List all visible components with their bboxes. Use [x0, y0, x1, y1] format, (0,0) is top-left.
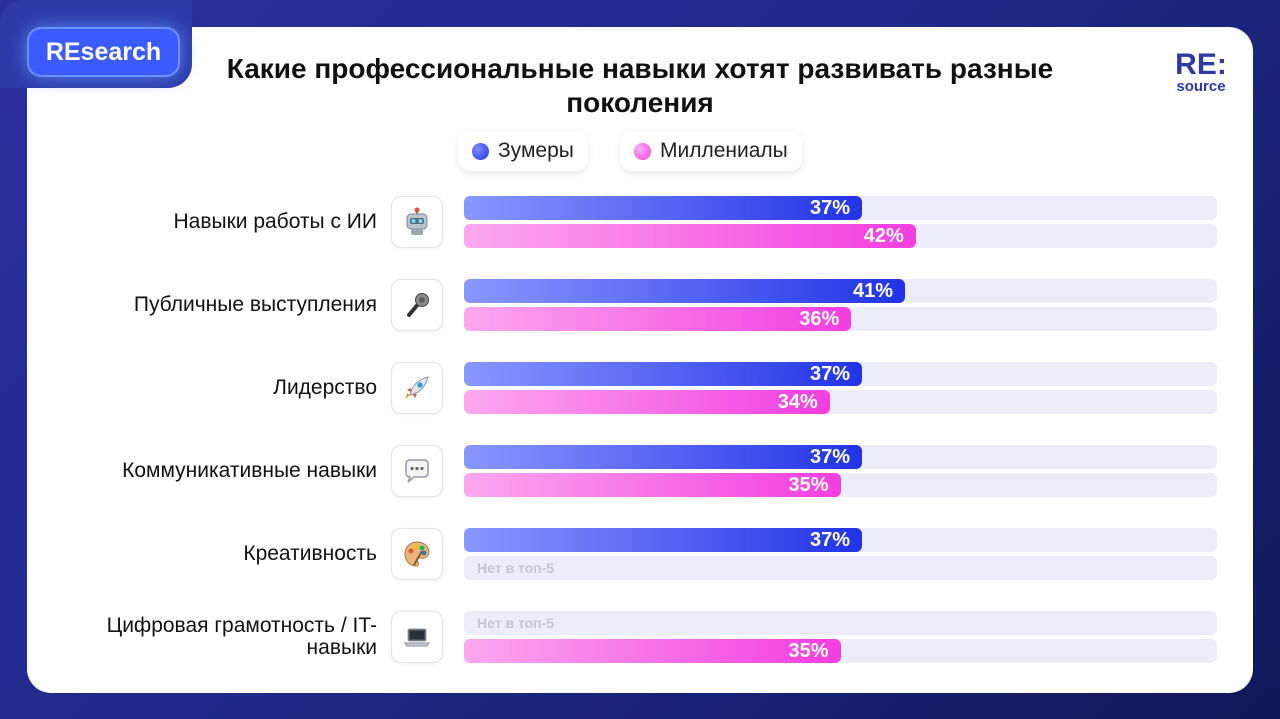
category-label: Публичные выступления: [133, 293, 377, 316]
category-icon-box: [391, 279, 443, 331]
bar-value-label: 36%: [799, 307, 840, 330]
bar-millennials: 36%: [464, 307, 852, 331]
legend-item-millennials: Миллениалы: [620, 131, 802, 171]
palette-icon: [402, 539, 432, 569]
bar-value-label: 37%: [809, 362, 850, 385]
category-icon-box: [391, 196, 443, 248]
robot-icon: [402, 207, 432, 237]
speech-bubble-icon: [402, 456, 432, 486]
bar-track: [464, 611, 1217, 635]
bar-zoomers: 41%: [464, 279, 906, 303]
bar-value-label: 41%: [853, 279, 894, 302]
microphone-icon: [402, 290, 432, 320]
bar-millennials: 42%: [464, 224, 916, 248]
bar-millennials: 35%: [464, 639, 841, 663]
not-in-top5-label: Нет в топ-5: [477, 615, 555, 631]
bar-value-label: 35%: [788, 473, 829, 496]
legend-label-millennials: Миллениалы: [660, 139, 788, 162]
not-in-top5-label: Нет в топ-5: [477, 560, 555, 576]
bar-zoomers: 37%: [464, 528, 862, 552]
legend-dot-millennials: [634, 142, 651, 160]
bar-value-label: 37%: [809, 528, 850, 551]
legend-label-zoomers: Зумеры: [498, 139, 574, 162]
chart-card: [27, 27, 1253, 693]
category-icon-box: [391, 528, 443, 580]
bar-track: [464, 556, 1217, 580]
logo-bottom: source: [1176, 78, 1226, 95]
bar-value-label: 35%: [788, 639, 829, 662]
bar-millennials: 35%: [464, 473, 841, 497]
bar-value-label: 37%: [809, 445, 850, 468]
category-label: Креативность: [243, 542, 377, 565]
rocket-icon: [402, 373, 432, 403]
category-label: Коммуникативные навыки: [122, 459, 377, 482]
resource-logo: RE: source: [1170, 48, 1232, 95]
category-label: Навыки работы с ИИ: [173, 210, 377, 233]
bar-zoomers: 37%: [464, 362, 862, 386]
bar-zoomers: 37%: [464, 445, 862, 469]
research-badge: REsearch: [27, 27, 180, 77]
bar-zoomers: 37%: [464, 196, 862, 220]
bar-value-label: 42%: [863, 224, 904, 247]
chart-title: Какие профессиональные навыки хотят разв…: [226, 53, 1054, 118]
bar-value-label: 34%: [777, 390, 818, 413]
legend-item-zoomers: Зумеры: [458, 131, 588, 171]
category-label: Цифровая грамотность / IT-навыки: [106, 614, 377, 659]
bar-millennials: 34%: [464, 390, 830, 414]
category-icon-box: [391, 445, 443, 497]
category-icon-box: [391, 611, 443, 663]
category-label: Лидерство: [273, 376, 377, 399]
logo-top: RE:: [1175, 48, 1227, 81]
bar-value-label: 37%: [809, 196, 850, 219]
laptop-icon: [402, 622, 432, 652]
legend-dot-zoomers: [472, 142, 489, 160]
category-icon-box: [391, 362, 443, 414]
